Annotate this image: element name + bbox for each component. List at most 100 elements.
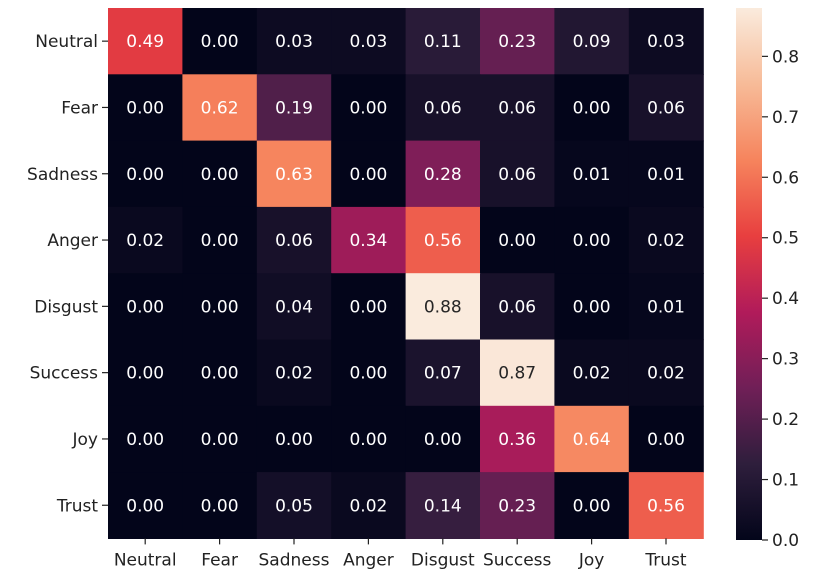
- cell-value-label: 0.07: [424, 364, 462, 384]
- cell-value-label: 0.00: [647, 430, 685, 450]
- x-tick-label: Disgust: [411, 550, 475, 570]
- colorbar-tick-label: 0.8: [772, 47, 799, 67]
- heatmap-cell: [480, 339, 555, 407]
- heatmap-cell: [405, 140, 481, 208]
- cell-value-label: 0.03: [349, 32, 387, 52]
- heatmap-cell: [405, 206, 481, 274]
- cell-value-label: 0.00: [126, 496, 164, 516]
- cell-value-label: 0.00: [349, 98, 387, 118]
- y-tick-label: Disgust: [34, 297, 98, 317]
- heatmap-cell: [182, 273, 258, 341]
- heatmap-cell: [331, 140, 407, 208]
- cell-value-label: 0.56: [647, 496, 685, 516]
- cell-value-label: 0.00: [201, 496, 239, 516]
- cell-value-label: 0.00: [573, 231, 611, 251]
- heatmap-cell: [256, 206, 332, 274]
- heatmap-cell: [182, 472, 258, 539]
- y-tick-label: Joy: [72, 430, 98, 450]
- cell-value-label: 0.02: [349, 496, 387, 516]
- cell-value-label: 0.00: [201, 165, 239, 185]
- cell-value-label: 0.00: [126, 297, 164, 317]
- heatmap-cell: [182, 339, 258, 407]
- heatmap-cell: [554, 273, 630, 341]
- x-tick-label: Trust: [644, 550, 687, 570]
- x-tick-label: Success: [483, 550, 552, 570]
- cell-value-label: 0.02: [647, 364, 685, 384]
- heatmap-cell: [554, 339, 630, 407]
- heatmap-cell: [256, 140, 332, 208]
- x-tick-label: Joy: [578, 550, 604, 570]
- cell-value-label: 0.62: [201, 98, 239, 118]
- cell-value-label: 0.36: [498, 430, 536, 450]
- colorbar-tick-label: 0.6: [772, 168, 799, 188]
- heatmap-cell: [331, 273, 407, 341]
- heatmap-cell: [182, 405, 258, 473]
- heatmap-cell: [108, 273, 183, 341]
- colorbar-tick-label: 0.5: [772, 229, 799, 249]
- colorbar-tick-label: 0.1: [772, 471, 799, 491]
- heatmap-cell: [256, 273, 332, 341]
- heatmap-cell: [628, 472, 704, 539]
- cell-value-label: 0.00: [424, 430, 462, 450]
- cell-value-label: 0.06: [498, 165, 536, 185]
- heatmap-cell: [554, 74, 630, 142]
- heatmap-cell: [108, 206, 183, 274]
- colorbar: 0.0 0.1 0.2 0.3 0.4 0.5 0.6 0.7 0.8: [736, 8, 799, 551]
- cell-value-label: 0.23: [498, 32, 536, 52]
- heatmap-cell: [480, 140, 555, 208]
- heatmap-cell: [628, 140, 704, 208]
- cell-value-label: 0.49: [126, 32, 164, 52]
- cell-value-label: 0.11: [424, 32, 462, 52]
- y-tick-label: Anger: [47, 231, 98, 251]
- x-axis: Neutral Fear Sadness Anger Disgust Success Joy…: [114, 538, 687, 570]
- heatmap-cell: [628, 206, 704, 274]
- cell-value-label: 0.00: [349, 364, 387, 384]
- y-tick-label: Fear: [61, 98, 98, 118]
- heatmap-cell: [405, 339, 481, 407]
- heatmap-cell: [108, 8, 183, 75]
- y-axis: Neutral Fear Sadness Anger Disgust Success Joy…: [27, 32, 108, 516]
- heatmap-cell: [554, 405, 630, 473]
- heatmap-cell: [108, 140, 183, 208]
- y-tick-label: Sadness: [27, 165, 98, 185]
- cell-value-label: 0.06: [498, 297, 536, 317]
- heatmap-cell: [331, 405, 407, 473]
- heatmap-cell: [108, 339, 183, 407]
- heatmap-cell: [256, 339, 332, 407]
- heatmap-cell-labels: 0.49 0.00 0.03 0.03 0.11 0.23 0.09 0.03 0.00 0.62…: [126, 32, 685, 516]
- heatmap-cell: [108, 74, 183, 142]
- heatmap-cell: [108, 472, 183, 539]
- cell-value-label: 0.00: [201, 364, 239, 384]
- heatmap-cell: [554, 206, 630, 274]
- heatmap-cell: [331, 74, 407, 142]
- heatmap-cells: [108, 8, 704, 539]
- heatmap-cell: [405, 472, 481, 539]
- heatmap-cell: [405, 405, 481, 473]
- heatmap-cell: [256, 8, 332, 75]
- heatmap-cell: [628, 405, 704, 473]
- heatmap-cell: [628, 339, 704, 407]
- colorbar-tick-label: 0.3: [772, 350, 799, 370]
- cell-value-label: 0.02: [275, 364, 313, 384]
- cell-value-label: 0.00: [126, 98, 164, 118]
- cell-value-label: 0.63: [275, 165, 313, 185]
- cell-value-label: 0.00: [573, 496, 611, 516]
- colorbar-tick-label: 0.7: [772, 108, 799, 128]
- cell-value-label: 0.19: [275, 98, 313, 118]
- heatmap-cell: [331, 8, 407, 75]
- cell-value-label: 0.14: [424, 496, 462, 516]
- heatmap-cell: [256, 472, 332, 539]
- cell-value-label: 0.06: [647, 98, 685, 118]
- heatmap-cell: [628, 273, 704, 341]
- heatmap-cell: [554, 8, 630, 75]
- heatmap-cell: [554, 140, 630, 208]
- cell-value-label: 0.56: [424, 231, 462, 251]
- cell-value-label: 0.00: [498, 231, 536, 251]
- cell-value-label: 0.23: [498, 496, 536, 516]
- heatmap-cell: [182, 140, 258, 208]
- heatmap-cell: [405, 8, 481, 75]
- heatmap-cell: [480, 405, 555, 473]
- y-tick-label: Trust: [56, 496, 99, 516]
- cell-value-label: 0.00: [349, 297, 387, 317]
